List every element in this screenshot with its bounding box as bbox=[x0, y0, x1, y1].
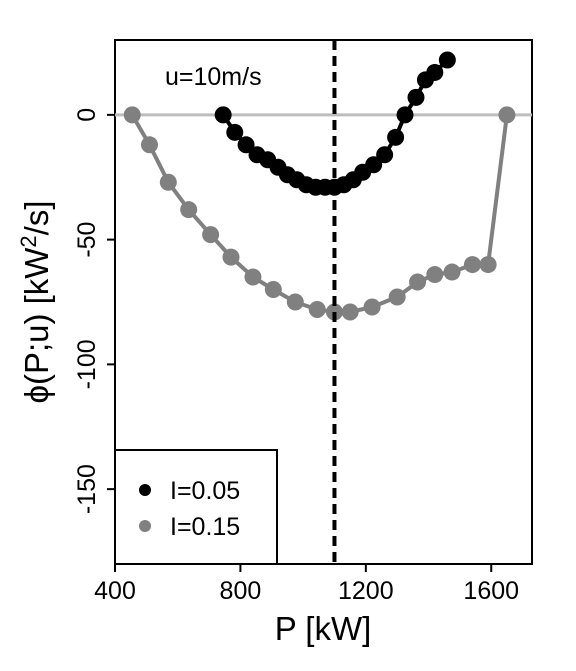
legend-marker-i015 bbox=[139, 520, 151, 532]
series-1-point bbox=[498, 106, 516, 124]
legend-marker-i005 bbox=[139, 484, 151, 496]
series-1-point bbox=[388, 288, 406, 306]
x-axis-title: P [kW] bbox=[275, 610, 372, 647]
annotation-text: u=10m/s bbox=[165, 63, 262, 91]
series-0-point bbox=[387, 128, 405, 146]
legend-box bbox=[114, 449, 278, 565]
series-1-point bbox=[222, 248, 240, 266]
series-1-point bbox=[159, 173, 177, 191]
y-axis-title-sup: 2 bbox=[16, 235, 41, 247]
series-1-point bbox=[123, 106, 141, 124]
x-tick-label: 400 bbox=[94, 577, 136, 605]
series-1-point bbox=[426, 266, 444, 284]
series-1-point bbox=[244, 268, 262, 286]
y-tick-label: -50 bbox=[73, 222, 101, 258]
series-0-point bbox=[226, 123, 244, 141]
legend-label-i015: I=0.15 bbox=[170, 513, 240, 541]
y-axis-title-end: /s] bbox=[18, 200, 55, 235]
series-0-point bbox=[376, 146, 394, 164]
y-tick-label: -100 bbox=[73, 339, 101, 389]
y-axis-title: ϕ(P;u) [kW2/s] bbox=[16, 200, 55, 403]
series-0-point bbox=[407, 88, 425, 106]
series-1-point bbox=[140, 136, 158, 154]
series-1-point bbox=[264, 281, 282, 299]
x-tick-label: 1600 bbox=[463, 577, 519, 605]
y-tick-label: -150 bbox=[73, 464, 101, 514]
series-0-point bbox=[237, 136, 255, 154]
legend: I=0.05 I=0.15 bbox=[114, 449, 278, 565]
series-1-point bbox=[286, 293, 304, 311]
x-tick-label: 800 bbox=[220, 577, 262, 605]
series-1-point bbox=[180, 201, 198, 219]
legend-label-i005: I=0.05 bbox=[170, 477, 240, 505]
series-1-point bbox=[443, 263, 461, 281]
series-1-point bbox=[463, 256, 481, 274]
series-1-point bbox=[479, 256, 497, 274]
x-tick-label: 1200 bbox=[338, 577, 394, 605]
series-1-point bbox=[341, 303, 359, 321]
series-1-point bbox=[308, 300, 326, 318]
series-0-point bbox=[365, 156, 383, 174]
series-0-point bbox=[396, 106, 414, 124]
series-1-point bbox=[325, 303, 343, 321]
series-1-point bbox=[363, 298, 381, 316]
y-axis-title-main: ϕ(P;u) [kW bbox=[18, 247, 55, 404]
series-0-point bbox=[426, 63, 444, 81]
series-0-point bbox=[214, 106, 232, 124]
series-1-point bbox=[202, 226, 220, 244]
series-0-point bbox=[438, 51, 456, 69]
y-tick-label: 0 bbox=[73, 108, 101, 122]
series-1-point bbox=[409, 273, 427, 291]
